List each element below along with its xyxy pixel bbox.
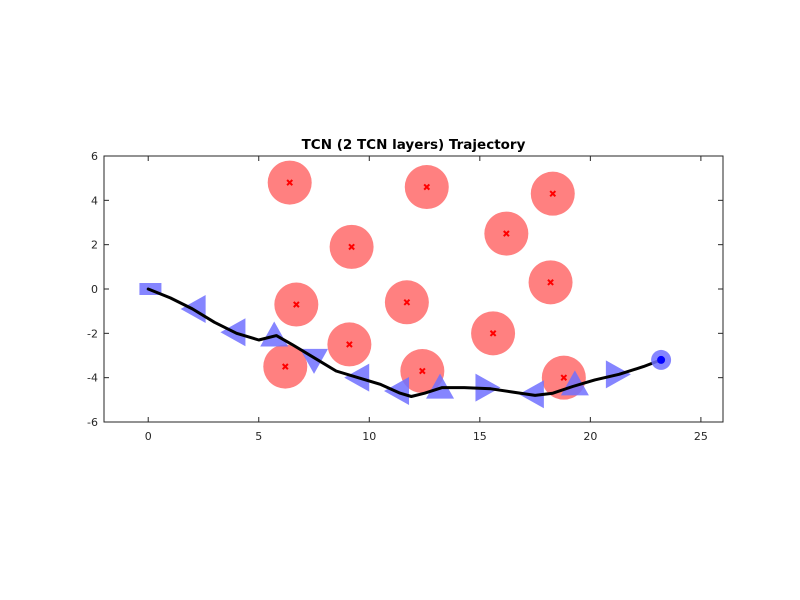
obstacle-center-stroke [348, 243, 355, 251]
goal-layer [651, 349, 672, 370]
x-tick-label: 25 [694, 430, 708, 443]
obstacle-center-mark [286, 179, 294, 186]
obstacle-center-mark [346, 341, 353, 348]
obstacle-center-stroke [503, 230, 510, 237]
obstacle-center-mark [489, 330, 497, 337]
y-tick-label: 6 [91, 150, 98, 163]
y-tick-label: 0 [91, 283, 98, 296]
y-tick-label: -4 [87, 372, 98, 385]
obstacle-center-stroke [489, 330, 497, 337]
obstacle-center-mark [419, 367, 426, 375]
obstacle-center-mark [560, 374, 568, 381]
y-tick-label: -2 [87, 327, 98, 340]
obstacle-center-layer [281, 179, 568, 381]
chart-title: TCN (2 TCN layers) Trajectory [302, 137, 526, 153]
trajectory-marker [426, 373, 455, 399]
obstacle-center-mark [503, 230, 510, 237]
obstacle-center-stroke [281, 363, 289, 370]
obstacle-center-mark [423, 183, 431, 191]
obstacle-center-mark [547, 279, 554, 286]
y-tick-label: 2 [91, 239, 98, 252]
y-tick-label: -6 [87, 416, 98, 429]
obstacle-center-stroke [293, 301, 300, 308]
obstacle-center-stroke [547, 279, 554, 286]
goal-point [657, 355, 666, 364]
obstacle-center-stroke [419, 367, 426, 375]
obstacle-center-stroke [423, 183, 431, 191]
trajectory-marker [260, 321, 289, 347]
trajectory-path [146, 287, 663, 398]
x-tick-label: 0 [145, 430, 152, 443]
obstacle-center-stroke [346, 341, 353, 348]
obstacle-center-mark [293, 301, 300, 308]
x-tick-label: 20 [583, 430, 597, 443]
obstacle-center-stroke [549, 190, 557, 197]
obstacle-center-stroke [403, 298, 411, 306]
obstacle-center-mark [403, 298, 411, 306]
obstacle-center-mark [281, 363, 289, 370]
obstacle-center-stroke [560, 374, 568, 381]
x-tick-label: 5 [255, 430, 262, 443]
obstacle-center-stroke [286, 179, 294, 186]
x-tick-label: 10 [362, 430, 376, 443]
obstacle-center-mark [549, 190, 557, 197]
x-tick-label: 15 [473, 430, 487, 443]
obstacle-center-mark [348, 243, 355, 251]
y-tick-label: 4 [91, 194, 98, 207]
axis-ticks: 0 5 10 15 20 25 -6 -4 -2 0 2 4 6 [87, 150, 723, 443]
